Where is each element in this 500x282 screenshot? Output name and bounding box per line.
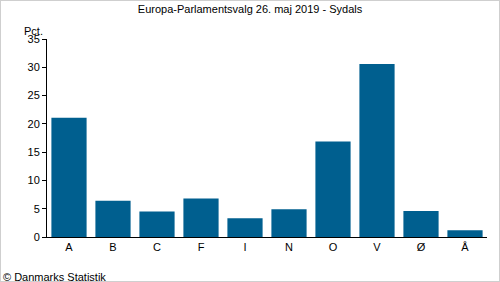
svg-text:30: 30 [28, 61, 40, 73]
svg-text:5: 5 [34, 203, 40, 215]
svg-text:© Danmarks Statistik: © Danmarks Statistik [3, 271, 106, 281]
svg-text:Pct.: Pct. [24, 25, 43, 37]
svg-text:N: N [285, 241, 293, 253]
svg-text:15: 15 [28, 146, 40, 158]
svg-text:A: A [65, 241, 73, 253]
svg-text:B: B [109, 241, 116, 253]
svg-text:10: 10 [28, 174, 40, 186]
svg-text:I: I [243, 241, 246, 253]
svg-text:F: F [198, 241, 205, 253]
svg-text:Europa-Parlamentsvalg 26. maj: Europa-Parlamentsvalg 26. maj 2019 - Syd… [138, 3, 363, 15]
svg-text:20: 20 [28, 118, 40, 130]
svg-text:V: V [373, 241, 381, 253]
svg-text:Å: Å [461, 241, 469, 253]
svg-text:0: 0 [34, 231, 40, 243]
svg-text:35: 35 [28, 33, 40, 45]
svg-text:O: O [329, 241, 338, 253]
svg-text:Ø: Ø [417, 241, 426, 253]
svg-text:25: 25 [28, 89, 40, 101]
svg-text:C: C [153, 241, 161, 253]
